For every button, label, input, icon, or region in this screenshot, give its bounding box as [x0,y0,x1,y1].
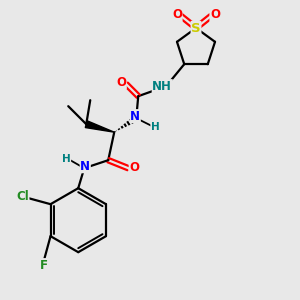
Text: Cl: Cl [16,190,29,203]
Text: NH: NH [152,80,172,93]
Text: O: O [116,76,126,89]
Text: O: O [172,8,182,22]
Text: H: H [151,122,160,132]
Text: S: S [191,22,201,34]
Text: O: O [129,161,139,174]
Text: F: F [40,259,47,272]
Text: O: O [210,8,220,22]
Text: H: H [62,154,70,164]
Text: N: N [80,160,90,173]
Text: N: N [130,110,140,123]
Polygon shape [85,121,114,132]
